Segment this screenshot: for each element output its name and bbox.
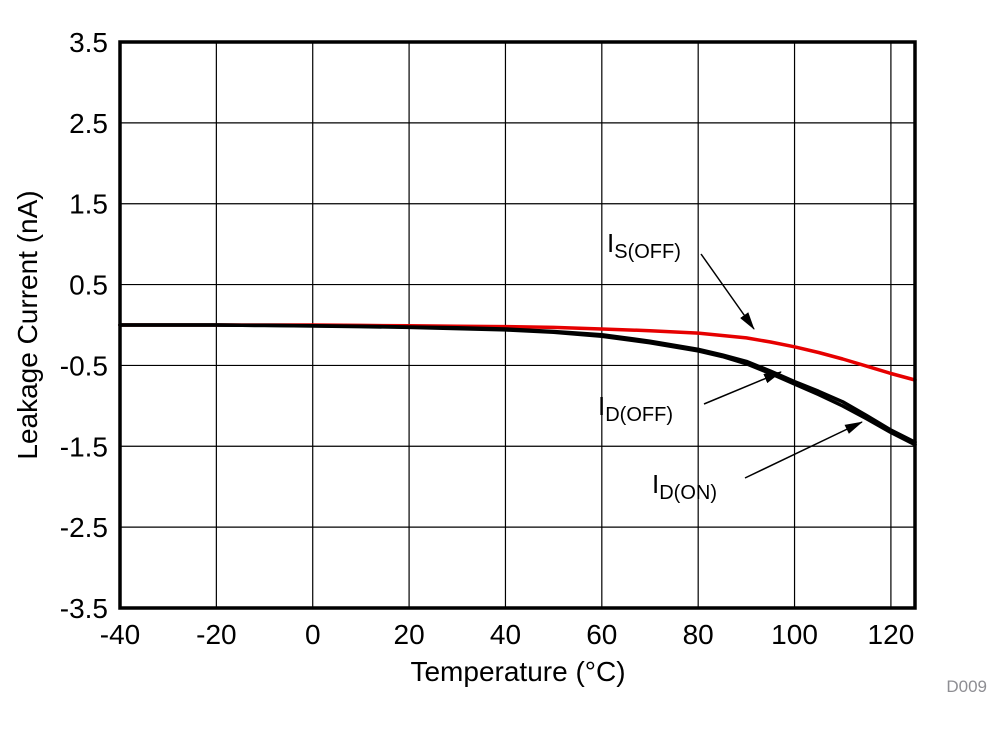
y-tick-label: 2.5	[69, 108, 108, 139]
y-tick-label: -3.5	[60, 593, 108, 624]
annotation-arrow	[744, 421, 863, 479]
x-tick-label: 20	[394, 619, 425, 650]
annotation-arrow	[700, 253, 755, 330]
y-tick-label: -2.5	[60, 512, 108, 543]
x-tick-label: -40	[100, 619, 140, 650]
x-tick-label: 60	[586, 619, 617, 650]
x-tick-label: -20	[196, 619, 236, 650]
figure-code: D009	[946, 677, 987, 696]
annotation-arrow	[703, 371, 782, 405]
curve-label-main: I	[598, 391, 606, 421]
curve-id-on	[118, 323, 917, 447]
y-tick-label: 0.5	[69, 270, 108, 301]
y-tick-label: -1.5	[60, 431, 108, 462]
x-tick-label: 80	[683, 619, 714, 650]
curve-label-id-on: ID(ON)	[652, 470, 717, 504]
x-axis-title: Temperature (°C)	[410, 656, 626, 687]
curve-label-main: I	[607, 228, 615, 258]
curve-label-subscript: D(ON)	[659, 482, 717, 505]
plot-border	[118, 40, 917, 610]
x-tick-label: 40	[490, 619, 521, 650]
curve-is-off	[118, 323, 917, 382]
y-tick-label: -0.5	[60, 350, 108, 381]
curve-label-id-off: ID(OFF)	[598, 392, 673, 426]
x-tick-label: 100	[771, 619, 818, 650]
curve-label-subscript: S(OFF)	[614, 241, 681, 264]
y-tick-label: 1.5	[69, 189, 108, 220]
x-tick-label: 120	[868, 619, 915, 650]
curve-label-is-off: IS(OFF)	[607, 229, 681, 263]
curve-label-main: I	[652, 469, 660, 499]
y-tick-label: 3.5	[69, 27, 108, 58]
x-tick-label: 0	[305, 619, 321, 650]
y-axis-title: Leakage Current (nA)	[12, 190, 43, 460]
curve-label-subscript: D(OFF)	[605, 404, 673, 427]
